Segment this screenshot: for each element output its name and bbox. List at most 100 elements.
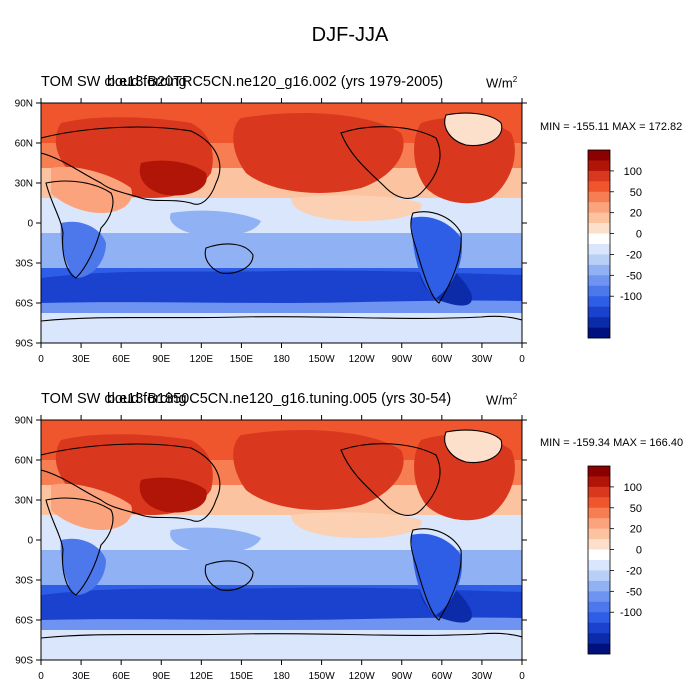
- panel-2-case-title: b.e13.B1850C5CN.ne120_g16.tuning.005 (yr…: [107, 391, 452, 407]
- colorbar-swatch: [588, 549, 610, 561]
- panel-2-lon-label: 60W: [432, 671, 453, 682]
- panel-1-lat-label: 90S: [15, 339, 33, 350]
- panel-1-lon-label: 0: [519, 354, 525, 365]
- panel-2-lat-label: 60N: [15, 456, 33, 467]
- colorbar-swatch: [588, 476, 610, 488]
- colorbar-label: -20: [626, 249, 642, 261]
- panel-1-lon-label: 150W: [309, 354, 336, 365]
- axes-layer: 90N 60N 30N 0 30S 60S 90S 0 30E 60E 90E 120E 150E 180…: [15, 98, 527, 682]
- colorbar-swatch: [588, 580, 610, 592]
- colorbar-label: 50: [630, 187, 642, 199]
- panel-2-lon-label: 120E: [190, 671, 214, 682]
- panel-2-lat-label: 0: [27, 536, 33, 547]
- colorbar-swatch: [588, 528, 610, 540]
- colorbar-swatch: [588, 539, 610, 550]
- colorbar-swatch: [588, 622, 610, 634]
- panel-2-lat-label: 30N: [15, 496, 33, 507]
- colorbar-swatch: [588, 306, 610, 318]
- panel-1-lat-label: 30N: [15, 179, 33, 190]
- panel-1-lon-label: 180: [273, 354, 290, 365]
- panel-2-lon-label: 150E: [230, 671, 254, 682]
- colorbar-swatch: [588, 264, 610, 276]
- panel-1-lon-label: 30W: [472, 354, 493, 365]
- colorbar-label: -100: [620, 607, 642, 619]
- panel-2-lon-label: 30W: [472, 671, 493, 682]
- panel-1-lon-label: 60E: [112, 354, 130, 365]
- colorbar-swatch: [588, 518, 610, 529]
- panel-2-lat-label: 90N: [15, 416, 33, 427]
- colorbar-swatch: [588, 601, 610, 613]
- colorbar-outline: [587, 465, 611, 655]
- colorbar-swatch: [588, 202, 610, 213]
- panel-1-lat-label: 60S: [15, 299, 33, 310]
- panel-1-lon-label: 60W: [432, 354, 453, 365]
- colorbar-swatch: [588, 150, 610, 161]
- colorbar-outline: [587, 149, 611, 339]
- colorbar-label: 20: [630, 208, 642, 220]
- colorbar-swatch: [588, 254, 610, 266]
- colorbar-label: 0: [636, 545, 642, 557]
- colorbar-label: -20: [626, 565, 642, 577]
- panel-1-lat-label: 30S: [15, 259, 33, 270]
- colorbar-swatch: [588, 223, 610, 234]
- panel-1-map: [41, 103, 522, 343]
- colorbar-label: 0: [636, 229, 642, 241]
- panel-2-lon-label: 60E: [112, 671, 130, 682]
- panel-2-map: [41, 420, 522, 660]
- colorbar-swatch: [588, 486, 610, 498]
- panel-2-units: W/m2: [486, 392, 517, 407]
- panel-1-case-title: b.e13.B20TRC5CN.ne120_g16.002 (yrs 1979-…: [107, 74, 444, 90]
- colorbar-swatch: [588, 633, 610, 644]
- panel-1-lat-label: 0: [27, 219, 33, 230]
- panel-1-lon-label: 0: [38, 354, 44, 365]
- panel-2-lon-label: 90W: [391, 671, 412, 682]
- panel-2-lon-label: 120W: [349, 671, 376, 682]
- colorbar-label: -50: [626, 586, 642, 598]
- colorbar-swatch: [588, 160, 610, 172]
- panel-1-units: W/m2: [486, 75, 517, 90]
- panel-2-min-max: MIN = -159.34 MAX = 166.40: [540, 437, 684, 449]
- colorbar-label: 50: [630, 503, 642, 515]
- colorbar-swatch: [588, 643, 610, 655]
- panel-1-lon-label: 30E: [72, 354, 90, 365]
- colorbar-label: -100: [620, 291, 642, 303]
- colorbar-swatch: [588, 296, 610, 307]
- colorbar-label: -50: [626, 270, 642, 282]
- panel-1-variable-title: TOM SW cloud forcing: [41, 74, 187, 90]
- panel-2-lat-label: 90S: [15, 656, 33, 667]
- colorbar-swatch: [588, 244, 610, 255]
- colorbar-swatch: [588, 275, 610, 287]
- colorbar-swatch: [588, 497, 610, 509]
- colorbar-swatch: [588, 466, 610, 477]
- panel-2-units-main: W/m: [486, 392, 513, 408]
- panel-1-units-exponent: 2: [512, 75, 518, 84]
- panel-1-lat-label: 90N: [15, 99, 33, 110]
- colorbar-swatch: [588, 181, 610, 193]
- panel-1-title: TOM SW cloud forcing b.e13.B20TRC5CN.ne1…: [41, 74, 481, 94]
- panel-1-colorbar: 100 50 20 0 -20 -50 -100: [587, 149, 642, 339]
- panel-2-lon-label: 90E: [152, 671, 170, 682]
- panel-2-variable-title: TOM SW cloud forcing: [41, 391, 187, 407]
- colorbar-swatch: [588, 612, 610, 623]
- colorbar-swatch: [588, 212, 610, 224]
- colorbar-swatch: [588, 507, 610, 519]
- panel-1-min-max: MIN = -155.11 MAX = 172.82: [540, 121, 683, 133]
- colorbar-swatch: [588, 191, 610, 203]
- panel-1-lon-label: 120E: [190, 354, 214, 365]
- colorbar-swatch: [588, 570, 610, 582]
- colorbar-swatch: [588, 327, 610, 339]
- panel-1-lat-label: 60N: [15, 139, 33, 150]
- colorbar-label: 100: [624, 482, 642, 494]
- colorbar-label: 20: [630, 524, 642, 536]
- colorbar-swatch: [588, 560, 610, 571]
- colorbar-swatch: [588, 591, 610, 603]
- panel-2-colorbar: 100 50 20 0 -20 -50 -100: [587, 465, 642, 655]
- figure-title: DJF-JJA: [311, 24, 389, 46]
- panel-1-lon-label: 120W: [349, 354, 376, 365]
- panel-1-lon-label: 90W: [391, 354, 412, 365]
- panel-2-lon-label: 150W: [309, 671, 336, 682]
- colorbar-swatch: [588, 170, 610, 182]
- panel-1-lon-label: 150E: [230, 354, 254, 365]
- panel-1-units-main: W/m: [486, 75, 513, 91]
